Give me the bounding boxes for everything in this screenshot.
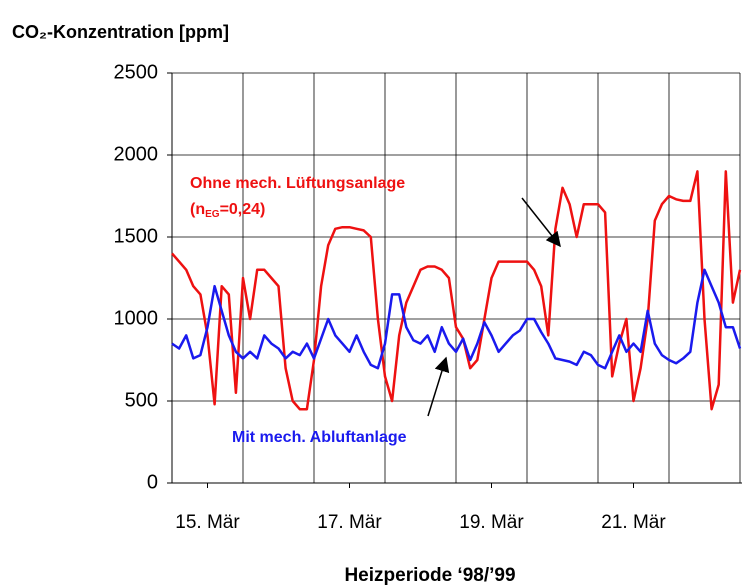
annotation-subscript: EG [205, 209, 220, 220]
data-line [171, 170, 742, 411]
chart-title: CO₂-Konzentration [ppm] [12, 22, 229, 42]
annotation-part: =0,24) [220, 201, 266, 218]
annotation-part: (n [190, 201, 205, 218]
y-tick-label: 2500 [114, 61, 159, 83]
annotation: Ohne mech. Lüftungsanlage [190, 175, 405, 192]
y-tick-label: 0 [147, 471, 158, 493]
x-axis-label: Heizperiode ‘98/’99 [344, 565, 515, 586]
x-tick-label: 15. Mär [175, 512, 240, 533]
arrow [521, 197, 561, 248]
x-tick-label: 19. Mär [459, 512, 524, 533]
x-tick-label: 17. Mär [317, 512, 382, 533]
data-line [171, 268, 742, 370]
y-tick-label: 2000 [114, 143, 159, 165]
y-tick-label: 1500 [114, 225, 159, 247]
y-tick-label: 1000 [114, 307, 159, 329]
plot: 0 500 1000 1500 2000 2500 15. Mär 17. Mär 19. Mä… [114, 61, 742, 533]
annotation: (nEG=0,24) [190, 201, 265, 219]
arrow [427, 356, 450, 417]
annotation: Mit mech. Abluftanlage [232, 429, 407, 446]
x-tick-label: 21. Mär [601, 512, 666, 533]
y-tick-label: 500 [125, 389, 158, 411]
